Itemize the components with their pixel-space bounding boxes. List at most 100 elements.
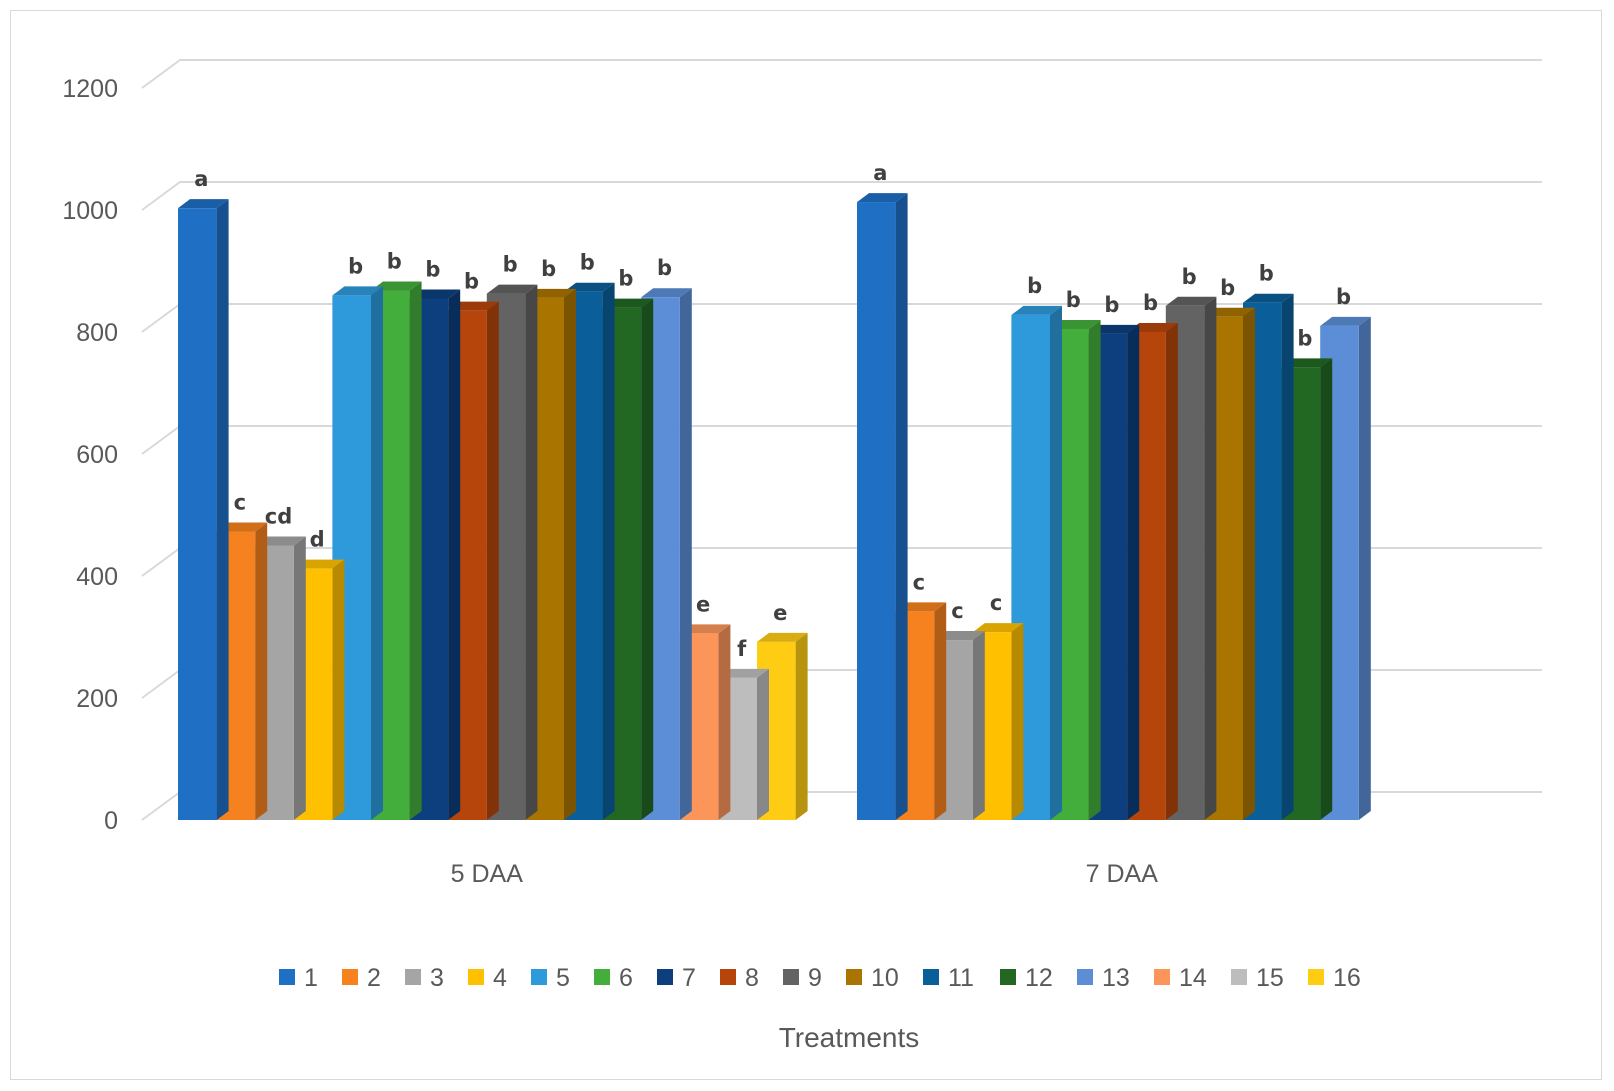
legend-label: 10	[871, 964, 899, 992]
legend-swatch	[783, 969, 799, 985]
significance-label: b	[348, 254, 363, 278]
significance-label: b	[464, 270, 479, 294]
legend-label: 4	[493, 964, 507, 992]
bar-side	[255, 522, 268, 820]
legend-label: 5	[556, 964, 570, 992]
legend-swatch	[1308, 969, 1324, 985]
legend-swatch	[531, 969, 547, 985]
legend-item: 15	[1231, 964, 1284, 992]
legend-label: 2	[367, 964, 381, 992]
legend-item: 10	[846, 964, 899, 992]
bar-top	[718, 668, 769, 678]
y-tick-label: 400	[76, 563, 118, 591]
legend-swatch	[657, 969, 673, 985]
bar-side	[1050, 305, 1062, 820]
bar-side	[718, 624, 731, 820]
significance-label: b	[1297, 326, 1312, 350]
legend-swatch	[405, 969, 421, 985]
legend-swatch	[594, 969, 610, 985]
legend-swatch	[342, 969, 358, 985]
legend-label: 15	[1256, 964, 1284, 992]
significance-label: b	[1182, 265, 1197, 289]
legend-swatch	[846, 969, 862, 985]
bar-side	[1320, 358, 1333, 820]
legend-item: 4	[468, 964, 507, 992]
bar-side	[1281, 293, 1294, 821]
bar-side	[934, 602, 947, 820]
bar-top	[448, 301, 499, 311]
significance-label: b	[503, 253, 518, 277]
bar-series-7-0: b	[409, 257, 461, 820]
significance-label: b	[1143, 291, 1158, 315]
legend-swatch	[468, 969, 484, 985]
significance-label: e	[696, 592, 710, 616]
significance-label: b	[618, 267, 633, 291]
legend-label: 3	[430, 964, 444, 992]
significance-label: a	[194, 167, 208, 191]
significance-label: c	[913, 570, 925, 594]
category-label: 7 DAA	[1086, 860, 1159, 888]
significance-label: b	[387, 250, 402, 274]
bar-top	[332, 286, 383, 296]
bar-top	[216, 522, 268, 532]
legend-swatch	[1000, 969, 1016, 985]
bar-side	[1088, 319, 1101, 820]
bar-top	[486, 284, 538, 294]
bar-side	[448, 289, 461, 820]
bar-side	[1243, 307, 1255, 820]
y-tick-label: 0	[104, 807, 118, 835]
bar-top	[1165, 296, 1217, 306]
legend-swatch	[720, 969, 736, 985]
significance-label: b	[425, 257, 440, 281]
legend-label: 6	[619, 964, 633, 992]
significance-label: b	[1336, 285, 1351, 309]
legend-item: 16	[1308, 964, 1361, 992]
legend-label: 9	[808, 964, 822, 992]
legend-label: 8	[745, 964, 759, 992]
legend-item: 12	[1000, 964, 1053, 992]
bar-top	[1127, 323, 1178, 332]
bar-side	[486, 301, 499, 820]
bar-side	[293, 536, 306, 820]
significance-label: b	[1259, 262, 1274, 286]
bar-side	[1127, 324, 1140, 820]
legend-label: 14	[1179, 964, 1207, 992]
significance-label: cd	[265, 505, 292, 529]
significance-label: c	[951, 599, 963, 623]
legend-item: 3	[405, 964, 444, 992]
gridline	[141, 181, 1542, 211]
significance-label: b	[1027, 274, 1042, 298]
bar-series-5-1: b	[1011, 274, 1062, 820]
y-tick-label: 1200	[62, 75, 118, 103]
bar-top	[679, 624, 731, 634]
legend-item: 2	[342, 964, 381, 992]
significance-label: b	[1220, 276, 1235, 300]
bar-top	[1243, 293, 1294, 303]
bar-top	[564, 282, 615, 292]
bar-side	[679, 288, 692, 821]
bar-side	[409, 281, 422, 820]
legend-swatch	[279, 969, 295, 985]
significance-label: a	[873, 161, 887, 185]
legend-label: 1	[304, 964, 318, 992]
bar-top	[1088, 324, 1140, 334]
legend-swatch	[1077, 969, 1093, 985]
legend-item: 1	[279, 964, 318, 992]
significance-label: b	[1104, 293, 1119, 317]
y-tick-label: 200	[76, 685, 118, 713]
significance-label: b	[580, 251, 595, 275]
bar-side	[602, 282, 615, 820]
legend-item: 11	[923, 964, 974, 992]
bar-top	[1050, 319, 1101, 329]
bar-side	[332, 559, 345, 820]
bar-series-1-0: a	[178, 167, 229, 821]
legend-item: 7	[657, 964, 696, 992]
legend-item: 8	[720, 964, 759, 992]
bar-side	[1358, 316, 1371, 820]
bar-top	[602, 298, 654, 308]
bar-top	[934, 631, 985, 641]
bar-top	[1281, 358, 1333, 368]
significance-label: f	[737, 637, 747, 661]
